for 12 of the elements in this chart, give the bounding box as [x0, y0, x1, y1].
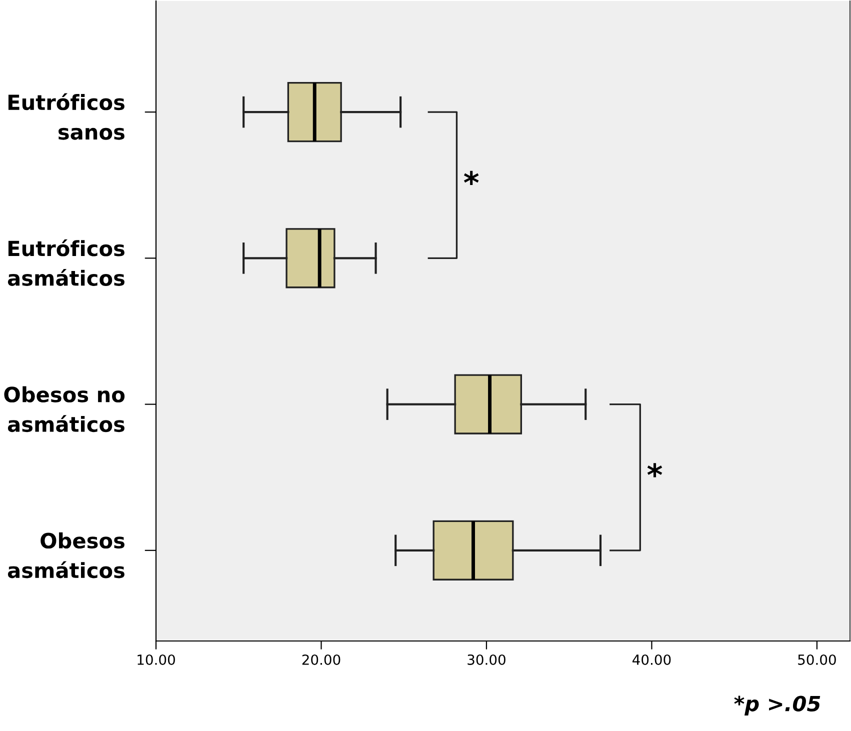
y-tick-label: Obesos asmáticos	[8, 532, 124, 578]
x-tick-label: 20.00	[302, 654, 340, 665]
y-tick-label: Eutróficos sanos	[8, 93, 124, 140]
annotation: *	[464, 170, 479, 186]
x-tick-label: 10.00	[138, 654, 175, 665]
text: *p >.05	[734, 696, 820, 716]
y-tick-label: Obesos no asmáticos	[4, 386, 125, 432]
x-tick-label: 50.00	[798, 654, 836, 665]
y-tick-label: Eutróficos asmáticos	[8, 239, 124, 286]
x-tick-label: 40.00	[632, 654, 671, 665]
x-tick-label: 30.00	[468, 654, 506, 665]
annotation: *	[647, 463, 662, 478]
